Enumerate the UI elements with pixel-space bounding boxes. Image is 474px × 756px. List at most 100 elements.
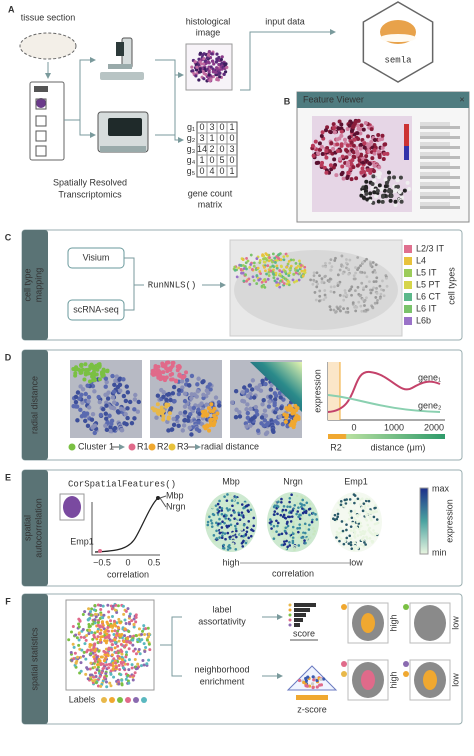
mini-brain [63,496,81,518]
spot [389,194,394,199]
spot [229,523,233,527]
spot [336,126,341,131]
legend-label: L6 CT [416,291,441,301]
spot [352,277,356,281]
spot [311,675,315,679]
spot [365,168,370,173]
spot [351,150,356,155]
spot [81,613,85,617]
connector [64,57,96,121]
spot [174,379,179,384]
spot [375,518,379,521]
spot [272,537,276,540]
label: 2000 [424,422,444,432]
spot [131,678,135,682]
spot [356,136,361,141]
spot [81,627,85,631]
panel-label: D [5,352,12,362]
label: Cluster 1 [78,441,114,451]
spot [356,256,360,259]
spot [125,415,130,421]
spot [278,395,283,400]
spot [210,52,214,56]
spot [363,507,367,510]
spot [117,682,121,686]
spot [205,412,210,417]
spot [345,523,348,526]
spot [284,508,288,512]
spot [118,667,122,671]
dot [403,671,409,677]
spot [339,537,343,540]
legend-swatch [404,317,412,325]
spot [92,430,97,436]
spot [336,273,340,277]
label: enrichment [200,676,245,686]
spot [361,195,366,200]
spot [132,674,136,678]
spot [268,256,271,259]
spot [71,642,75,646]
spot [258,261,262,265]
spot [301,498,305,502]
spot [107,666,111,670]
spot [289,266,293,270]
label: 1 [229,122,234,132]
spot [334,310,337,314]
spot [104,635,108,639]
spot [354,266,357,269]
spot [337,535,341,538]
spot [147,632,151,636]
connector [91,502,160,556]
spot [259,415,265,420]
spot [110,653,114,657]
legend-label: L5 PT [416,279,441,289]
spot [321,264,325,268]
spot [241,258,245,261]
spot [97,362,102,367]
spot [342,137,347,142]
spot [226,548,230,551]
spot [331,122,336,127]
spot [156,368,161,373]
spot [124,384,129,389]
spot [83,610,87,614]
spot [294,508,297,512]
spot [88,610,92,614]
spot [381,157,386,162]
connector [155,134,184,143]
spot [170,391,176,396]
spot [296,269,300,273]
spot [145,638,149,642]
spot [99,631,103,635]
spot [315,285,319,289]
spot [297,678,302,683]
spot [258,277,262,281]
spot [134,615,138,619]
spot [371,540,375,543]
spot [245,410,251,416]
legend-swatch [404,305,412,313]
spot [103,423,108,429]
spot [362,502,366,505]
spot [357,300,361,304]
spot [297,515,300,519]
spot [237,410,242,415]
spot [312,271,316,275]
spot [94,653,98,657]
connector [124,257,135,311]
spot [128,612,132,616]
spot [294,268,297,272]
spot [99,613,103,617]
spot [109,684,113,688]
spot [217,522,220,526]
spot [114,624,118,628]
spot [107,646,111,650]
spot [324,261,327,265]
spot [226,519,229,523]
shape [420,156,460,159]
spot [197,57,201,61]
spot [101,407,106,412]
spot [370,186,375,191]
spot [197,411,202,416]
